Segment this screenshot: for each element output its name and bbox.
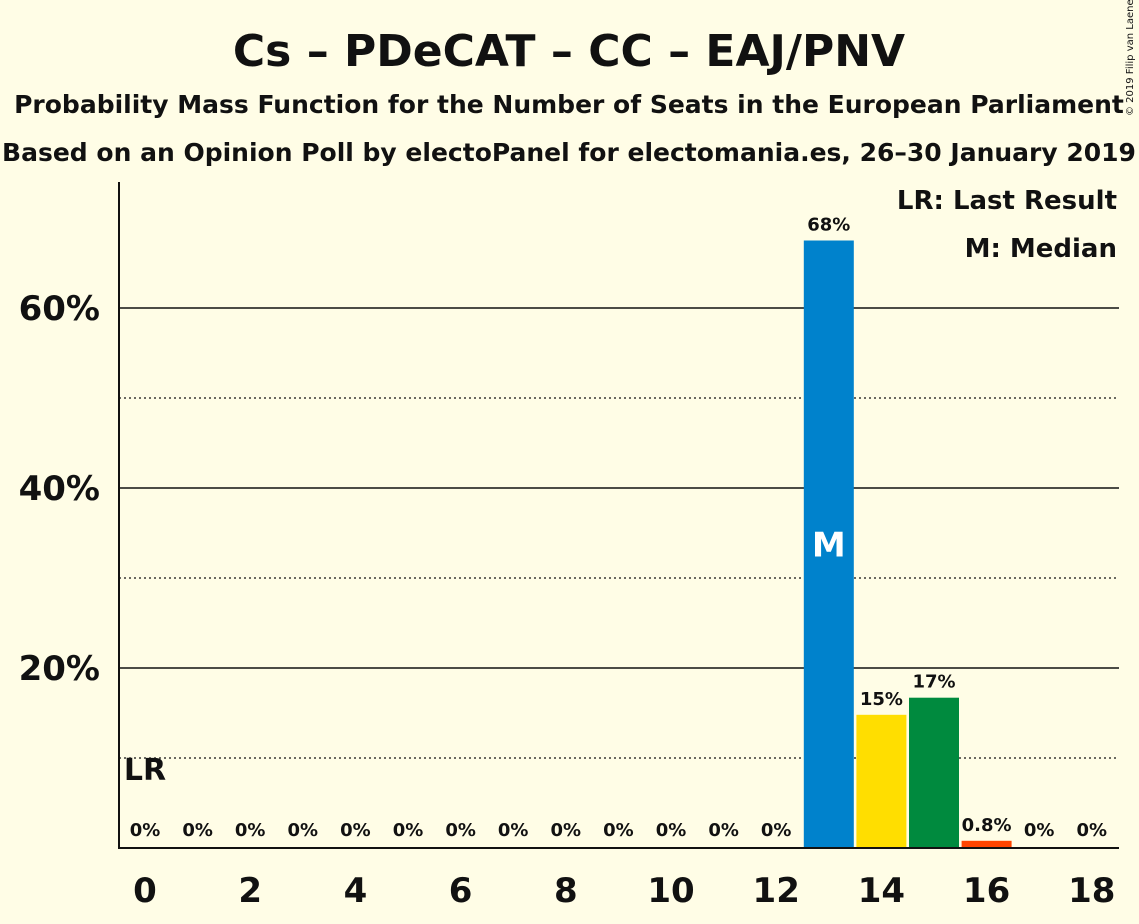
bar-seats-13 <box>803 240 854 848</box>
value-label-seats-0: 0% <box>130 820 161 841</box>
value-label-seats-5: 0% <box>393 820 424 841</box>
value-label-seats-7: 0% <box>498 820 529 841</box>
value-label-seats-16: 0.8% <box>962 815 1012 836</box>
bar-seats-15 <box>909 697 959 848</box>
x-tick-label: 16 <box>963 871 1010 911</box>
x-tick-label: 4 <box>344 871 368 911</box>
legend-last-result: LR: Last Result <box>897 186 1117 216</box>
value-label-seats-17: 0% <box>1024 820 1055 841</box>
value-label-seats-8: 0% <box>551 820 582 841</box>
x-tick-label: 10 <box>647 871 694 911</box>
x-tick-label: 8 <box>554 871 578 911</box>
x-tick-label: 0 <box>133 871 157 911</box>
y-axis-ticks: 20% 40% 60% <box>19 289 100 689</box>
value-label-seats-12: 0% <box>761 820 792 841</box>
x-tick-label: 14 <box>858 871 905 911</box>
legend-median: M: Median <box>965 234 1117 264</box>
value-label-seats-18: 0% <box>1077 820 1108 841</box>
x-tick-label: 18 <box>1068 871 1115 911</box>
value-labels: 0% 0% 0% 0% 0% 0% 0% 0% 0% 0% 0% 0% 0% 68% 15% 17% 0.8% 0… <box>130 215 1107 842</box>
value-label-seats-6: 0% <box>445 820 476 841</box>
x-axis-ticks: 0 2 4 6 8 10 12 14 16 18 <box>133 871 1115 911</box>
gridlines <box>119 307 1119 759</box>
x-tick-label: 12 <box>753 871 800 911</box>
chart-subtitle: Probability Mass Function for the Number… <box>14 90 1124 119</box>
value-label-seats-2: 0% <box>235 820 266 841</box>
x-tick-label: 2 <box>238 871 262 911</box>
median-marker: M <box>812 525 846 565</box>
chart-title: Cs – PDeCAT – CC – EAJ/PNV <box>233 26 905 77</box>
bar-seats-16 <box>961 840 1012 848</box>
value-label-seats-11: 0% <box>708 820 739 841</box>
value-label-seats-13: 68% <box>807 215 850 236</box>
chart-source: Based on an Opinion Poll by electoPanel … <box>2 138 1136 167</box>
copyright-notice: © 2019 Filip van Laenen <box>1125 0 1136 116</box>
value-label-seats-14: 15% <box>860 689 903 710</box>
value-label-seats-3: 0% <box>288 820 319 841</box>
x-tick-label: 6 <box>449 871 473 911</box>
y-tick-label: 60% <box>19 289 100 329</box>
value-label-seats-15: 17% <box>912 672 955 693</box>
y-tick-label: 40% <box>19 469 100 509</box>
last-result-marker: LR <box>124 753 166 788</box>
value-label-seats-1: 0% <box>182 820 213 841</box>
value-label-seats-9: 0% <box>603 820 634 841</box>
bars <box>803 240 1012 848</box>
value-label-seats-10: 0% <box>656 820 687 841</box>
bar-seats-14 <box>856 714 907 848</box>
value-label-seats-4: 0% <box>340 820 371 841</box>
y-tick-label: 20% <box>19 649 100 689</box>
